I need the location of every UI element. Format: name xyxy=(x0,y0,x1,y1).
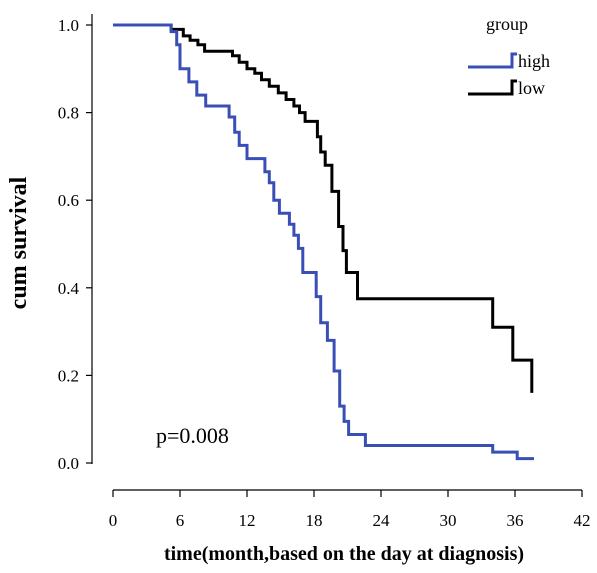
legend-label-low: low xyxy=(518,78,545,98)
x-tick-label: 12 xyxy=(239,511,256,530)
y-tick-label: 0.8 xyxy=(58,104,79,123)
x-tick-label: 0 xyxy=(109,511,118,530)
y-tick-label: 0.4 xyxy=(58,279,80,298)
x-tick-label: 24 xyxy=(373,511,391,530)
y-tick-label: 0.2 xyxy=(58,366,79,385)
x-tick-label: 36 xyxy=(507,511,524,530)
y-tick-label: 0.6 xyxy=(58,191,79,210)
x-tick-label: 18 xyxy=(306,511,323,530)
legend-swatch-high xyxy=(468,52,517,69)
legend-label-high: high xyxy=(518,51,550,71)
legend-title: group xyxy=(486,14,528,34)
x-tick-label: 42 xyxy=(574,511,591,530)
survival-curves xyxy=(113,23,534,461)
x-tick-label: 6 xyxy=(176,511,185,530)
legend-swatch-low xyxy=(468,79,517,96)
axes: 0.0 0.2 0.4 0.6 0.8 1.0 0 6 12 18 24 30 36 42 xyxy=(58,14,591,530)
y-axis-label: cum survival xyxy=(6,176,32,309)
p-value-annotation: p=0.008 xyxy=(156,423,229,448)
x-tick-label: 30 xyxy=(440,511,457,530)
legend-items: high low xyxy=(468,51,550,98)
x-axis-label: time(month,based on the day at diagnosis… xyxy=(164,543,524,565)
survival-curve-low xyxy=(113,23,534,393)
legend: group high low xyxy=(468,14,550,98)
survival-curve-high xyxy=(113,23,534,461)
y-tick-label: 0.0 xyxy=(58,454,79,473)
y-tick-label: 1.0 xyxy=(58,16,79,35)
